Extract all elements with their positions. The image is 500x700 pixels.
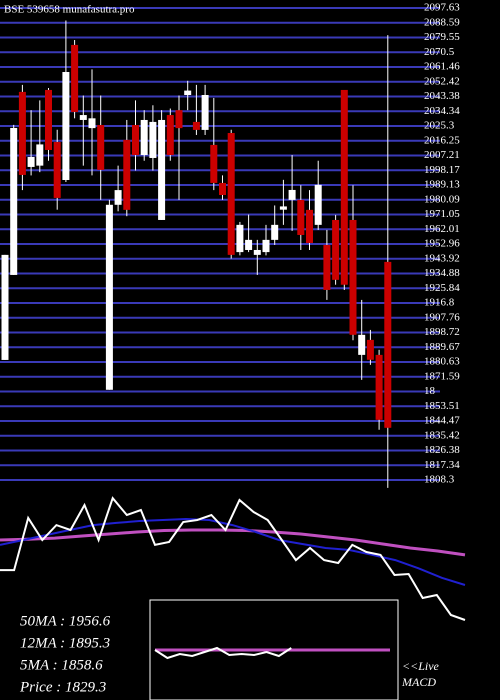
y-tick-label: 2070.5 <box>424 46 455 58</box>
y-tick-label: 1853.51 <box>424 400 460 412</box>
candle-body <box>332 219 340 280</box>
candle-body <box>132 125 139 156</box>
candle-body <box>10 127 18 275</box>
y-tick-label: 1971.05 <box>424 208 460 220</box>
candle-body <box>114 190 122 205</box>
ma-label: 50MA : 1956.6 <box>20 613 111 629</box>
candle-body <box>36 144 44 166</box>
y-tick-label: 1898.72 <box>424 326 460 338</box>
candle-body <box>45 89 52 150</box>
y-tick-label: 2088.59 <box>424 16 460 28</box>
indicator-line <box>0 496 466 621</box>
candle-body <box>384 261 392 428</box>
candle-body <box>184 90 192 95</box>
candle-body <box>53 141 61 198</box>
candle-body <box>166 115 174 156</box>
candle-body <box>27 156 35 167</box>
y-tick-label: 2043.38 <box>424 90 460 102</box>
candle-body <box>140 119 148 156</box>
candle-body <box>105 204 113 390</box>
candle-body <box>158 119 166 220</box>
candle-body <box>1 254 9 360</box>
y-tick-label: 1880.63 <box>424 356 460 368</box>
ma-label: 12MA : 1895.3 <box>20 635 110 651</box>
y-tick-label: 2034.34 <box>424 105 460 117</box>
macd-frame <box>149 599 399 700</box>
y-tick-label: 18 <box>424 385 436 397</box>
candle-body <box>314 184 322 225</box>
candle-body <box>71 44 79 112</box>
candle-body <box>288 189 296 200</box>
candle-body <box>192 121 200 130</box>
y-tick-label: 1844.47 <box>424 415 460 427</box>
candle-body <box>279 206 287 210</box>
candle-body <box>349 219 357 335</box>
y-tick-label: 1889.67 <box>424 341 460 353</box>
y-tick-label: 2097.63 <box>424 2 460 14</box>
y-tick-label: 1934.88 <box>424 267 460 279</box>
y-tick-label: 1826.38 <box>424 444 460 456</box>
y-tick-label: 1808.3 <box>424 474 455 486</box>
y-tick-label: 1925.84 <box>424 282 460 294</box>
y-tick-label: 1907.76 <box>424 311 460 323</box>
candle-body <box>123 139 131 210</box>
candle-body <box>271 224 279 240</box>
indicator-line <box>0 517 466 586</box>
y-tick-label: 2052.42 <box>424 75 460 87</box>
chart-title: BSE 539658 munafasutra.pro <box>4 4 135 16</box>
y-tick-label: 1943.92 <box>424 252 460 264</box>
indicator-line <box>154 646 292 660</box>
candle-body <box>306 209 313 243</box>
candle-body <box>358 334 366 355</box>
y-tick-label: 2061.46 <box>424 61 460 73</box>
candle-body <box>375 354 383 420</box>
y-tick-label: 1835.42 <box>424 429 460 441</box>
y-tick-label: 1952.96 <box>424 238 460 250</box>
ma-label: Price : 1829.3 <box>19 679 106 695</box>
candle-body <box>227 133 235 255</box>
y-tick-label: 2007.21 <box>424 149 460 161</box>
candle-body <box>340 89 348 285</box>
y-tick-label: 2025.3 <box>424 120 455 132</box>
candle-body <box>366 339 374 360</box>
candle-body <box>201 94 209 130</box>
candle-body <box>149 121 157 158</box>
candle-body <box>236 224 244 253</box>
candle-body <box>210 144 218 183</box>
candle-body <box>97 125 105 170</box>
candle-body <box>18 91 26 175</box>
panel-label: MACD <box>401 675 436 689</box>
y-tick-label: 1962.01 <box>424 223 460 235</box>
candle-body <box>62 71 70 180</box>
y-tick-label: 1980.09 <box>424 193 460 205</box>
y-tick-label: 1916.8 <box>424 297 455 309</box>
indicator-line <box>0 528 466 557</box>
candle-body <box>323 244 331 290</box>
y-tick-label: 2079.55 <box>424 31 460 43</box>
candle-body <box>297 199 305 235</box>
candle-body <box>245 239 253 250</box>
candle-body <box>219 182 226 196</box>
y-tick-label: 1989.13 <box>424 179 460 191</box>
ma-label: 5MA : 1858.6 <box>20 657 103 673</box>
panel-label: <<Live <box>402 659 440 673</box>
y-tick-label: 1871.59 <box>424 370 460 382</box>
candle-body <box>253 249 261 255</box>
candle-body <box>262 239 270 253</box>
candle-body <box>175 110 183 129</box>
y-tick-label: 2016.25 <box>424 134 460 146</box>
candle-body <box>79 115 87 120</box>
y-tick-label: 1998.17 <box>424 164 460 176</box>
y-tick-label: 1817.34 <box>424 459 460 471</box>
candle-body <box>88 118 96 129</box>
